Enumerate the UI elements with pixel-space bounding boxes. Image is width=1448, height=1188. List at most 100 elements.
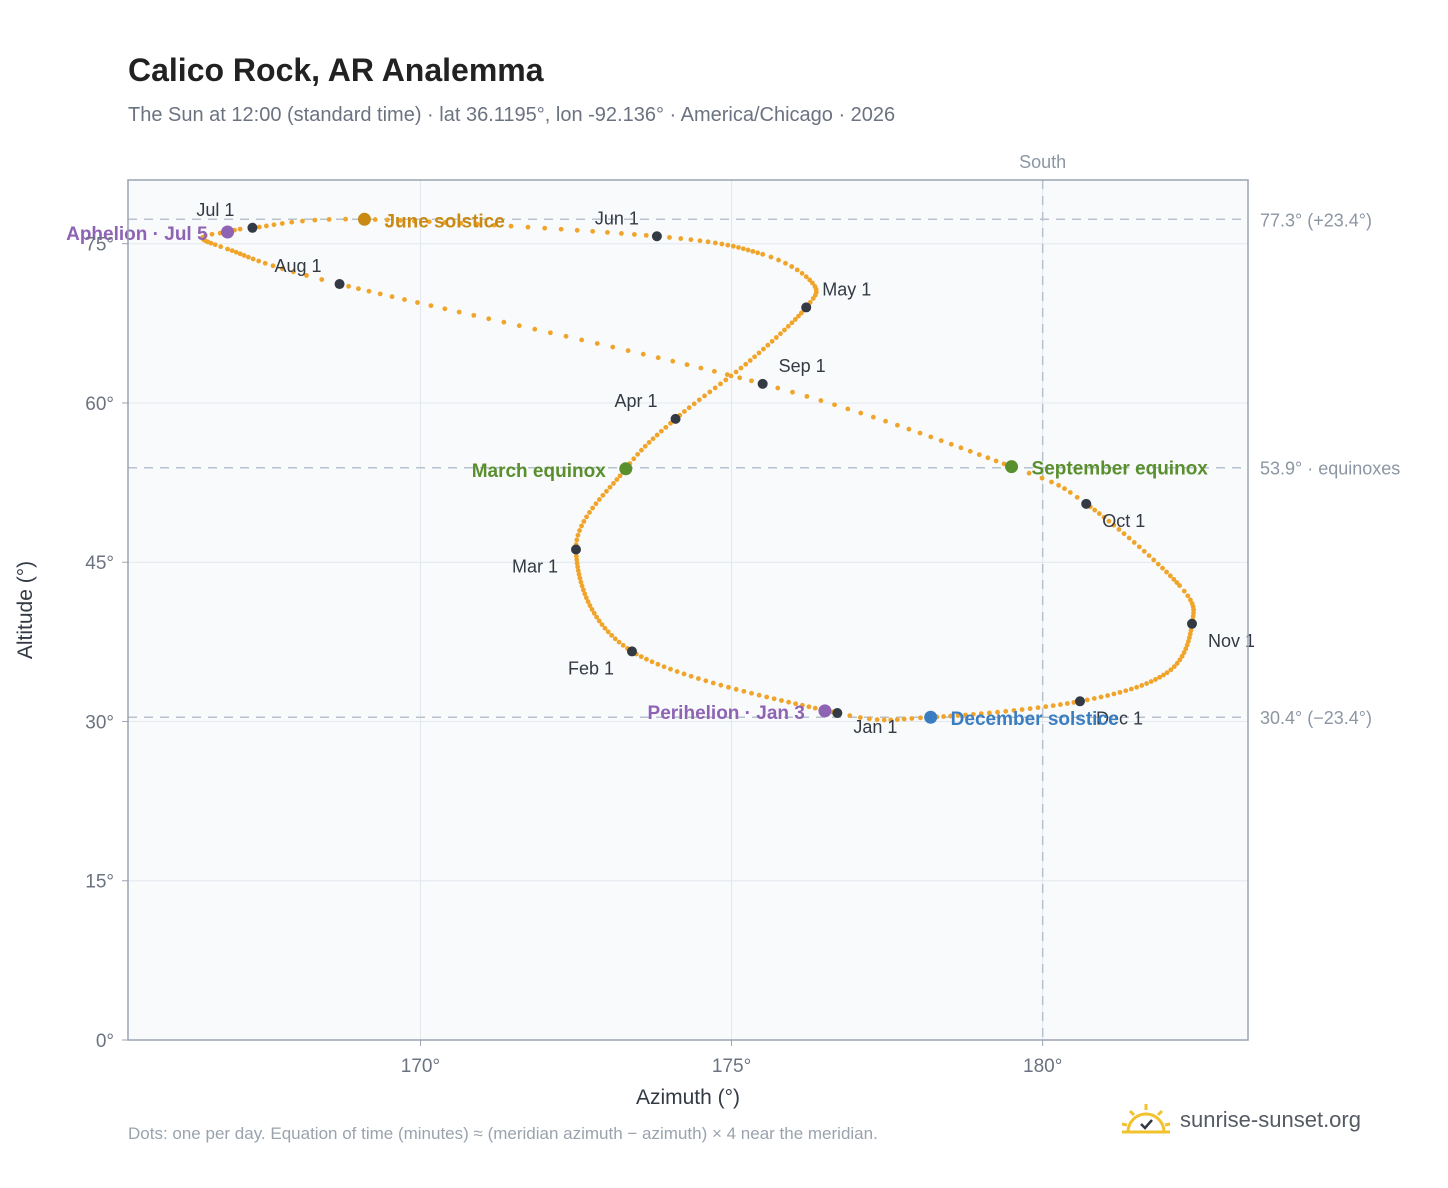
daily-dot	[346, 283, 351, 289]
reference-line-label: 77.3° (+23.4°)	[1260, 210, 1372, 230]
daily-dot	[525, 224, 531, 230]
daily-dot	[300, 218, 305, 224]
daily-dot	[1064, 701, 1070, 706]
daily-dot	[670, 358, 676, 364]
daily-dot	[958, 445, 964, 451]
daily-dot	[577, 575, 583, 581]
daily-dot	[978, 711, 984, 717]
month-label: May 1	[822, 279, 871, 299]
daily-dot	[702, 393, 707, 399]
daily-dot	[812, 284, 818, 289]
daily-dot	[738, 365, 744, 371]
month-marker	[334, 279, 345, 290]
daily-dot	[723, 377, 729, 383]
daily-dot	[599, 622, 605, 628]
x-tick-label: 175°	[712, 1056, 751, 1077]
daily-dot	[970, 711, 976, 717]
daily-dot	[1084, 697, 1090, 703]
daily-dot	[741, 688, 747, 694]
daily-dot	[870, 414, 876, 420]
daily-dot	[491, 222, 497, 228]
daily-dot	[614, 477, 620, 482]
daily-dot	[995, 709, 1000, 715]
daily-dot	[1146, 553, 1152, 559]
daily-dot	[810, 280, 815, 286]
daily-dot	[1151, 557, 1157, 563]
daily-dot	[749, 690, 754, 696]
daily-dot	[737, 375, 743, 381]
month-label: Jun 1	[595, 208, 639, 228]
daily-dot	[1181, 650, 1187, 655]
daily-dot	[428, 303, 434, 309]
daily-dot	[1011, 708, 1017, 713]
y-tick-label: 45°	[85, 553, 114, 574]
daily-dot	[1026, 470, 1032, 476]
daily-dot	[663, 424, 669, 430]
daily-dot	[650, 436, 656, 442]
reference-line-label: 30.4° (−23.4°)	[1260, 708, 1372, 728]
daily-dot	[986, 710, 992, 716]
daily-dot	[655, 355, 661, 361]
daily-dot	[304, 273, 309, 278]
daily-dot	[581, 518, 587, 524]
month-marker	[247, 222, 258, 233]
x-tick-label: 170°	[401, 1056, 440, 1077]
daily-dot	[575, 568, 581, 574]
daily-dot	[779, 698, 784, 703]
daily-dot	[587, 603, 593, 608]
daily-dot	[654, 432, 660, 438]
axes: 0° 15° 30° 45° 60° 75° 170° 175° 180° Azimuth (°)…	[14, 235, 1062, 1109]
daily-dot	[229, 248, 235, 254]
daily-dot	[918, 715, 923, 721]
month-label: Aug 1	[275, 256, 322, 276]
daily-dot	[575, 532, 581, 538]
daily-dot	[602, 625, 608, 631]
daily-dot	[1164, 569, 1169, 575]
daily-dot	[881, 717, 887, 723]
daily-dot	[547, 330, 553, 336]
month-marker	[832, 707, 843, 718]
daily-dot	[326, 217, 332, 222]
daily-dot	[262, 260, 268, 266]
daily-dot	[237, 226, 243, 232]
month-marker	[651, 231, 662, 242]
month-label: Oct 1	[1102, 511, 1145, 531]
daily-dot	[233, 249, 239, 255]
daily-dot	[682, 409, 687, 414]
daily-dot	[752, 354, 758, 360]
daily-dot	[750, 248, 756, 254]
daily-dot	[710, 680, 716, 686]
daily-dot	[730, 243, 736, 249]
event-marker	[818, 704, 832, 718]
chart-subtitle: The Sun at 12:00 (standard time) · lat 3…	[128, 104, 896, 126]
daily-dot	[640, 351, 646, 357]
daily-dot	[646, 440, 652, 445]
daily-dot	[1167, 573, 1173, 579]
daily-dot	[1188, 597, 1193, 603]
daily-dot	[756, 692, 762, 698]
y-tick-label: 60°	[85, 394, 114, 415]
brand[interactable]: sunrise-sunset.org	[1120, 1102, 1361, 1138]
daily-dot	[1027, 706, 1033, 712]
daily-dot	[845, 406, 851, 412]
event-marker	[619, 462, 633, 476]
daily-dot	[644, 656, 649, 662]
daily-dot	[668, 666, 673, 672]
daily-dot	[1105, 693, 1111, 698]
daily-dot	[993, 458, 999, 464]
daily-dot	[782, 327, 787, 333]
month-label: Jul 1	[196, 200, 234, 220]
daily-dot	[596, 497, 602, 502]
y-axis-label: Altitude (°)	[14, 561, 37, 659]
daily-dot	[883, 418, 888, 424]
daily-dot	[1160, 565, 1165, 571]
daily-dot	[609, 632, 615, 638]
daily-dot	[1155, 561, 1161, 567]
daily-dot	[575, 564, 581, 570]
daily-dot	[619, 231, 624, 236]
daily-dot	[799, 702, 805, 708]
daily-dot	[209, 231, 215, 237]
reference-line-label: 53.9° · equinoxes	[1260, 459, 1400, 479]
daily-dot	[610, 344, 616, 350]
